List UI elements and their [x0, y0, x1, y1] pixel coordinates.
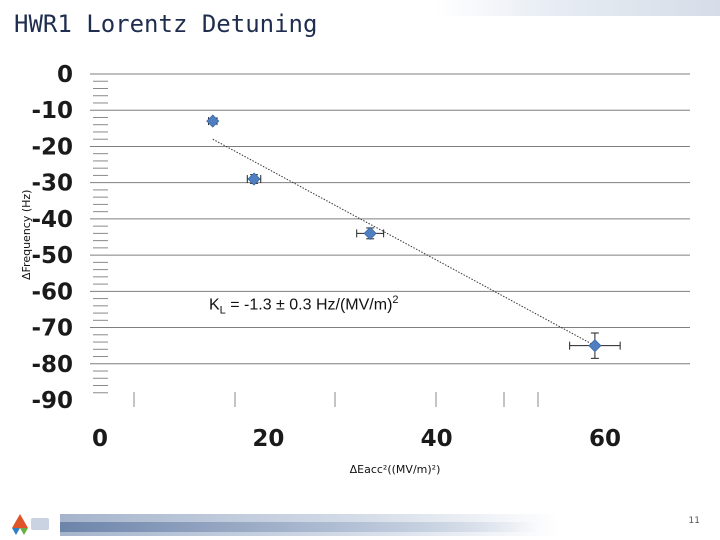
x-tick-label: 0 [92, 426, 108, 452]
trendline-segment [212, 138, 596, 347]
y-tick-labels: 0 -10 -20 -30 -40 -50 -60 -70 -80 -90 [31, 62, 73, 414]
data-points [206, 114, 621, 359]
lorentz-detuning-chart: 0 -10 -20 -30 -40 -50 -60 -70 -80 -90 0 20 40 60 ΔFr… [20, 62, 690, 476]
grid-lines [90, 73, 690, 365]
y-tick-label: -10 [31, 98, 73, 124]
kl-superscript: 2 [392, 294, 399, 306]
x-tick-label: 20 [252, 426, 284, 452]
footer-bar-accent [60, 522, 540, 532]
y-tick-label: -80 [31, 352, 73, 378]
data-point [206, 114, 220, 128]
x-axis-title: ΔEacc²((MV/m)²) [350, 463, 441, 476]
x-tick-label: 60 [589, 426, 621, 452]
corner-decoration [435, 0, 720, 16]
data-point [363, 226, 377, 240]
page-number: 11 [688, 516, 700, 526]
kl-text: = -1.3 ± 0.3 Hz/(MV/m) [225, 296, 393, 314]
y-tick-label: -40 [31, 207, 73, 233]
kl-subscript: L [219, 304, 226, 317]
slide-title: HWR1 Lorentz Detuning [14, 10, 318, 38]
y-tick-label: -70 [31, 316, 73, 342]
y-tick-label: -60 [31, 279, 73, 305]
x-tick-label: 40 [421, 426, 453, 452]
y-axis-title: ΔFrequency (Hz) [20, 190, 33, 280]
y-tick-label: -50 [31, 243, 73, 269]
minor-tick-marks [93, 80, 539, 407]
x-tick-labels: 0 20 40 60 [92, 426, 621, 452]
y-tick-label: -30 [31, 171, 73, 197]
logo-icon [12, 514, 49, 535]
kl-prefix: K [209, 296, 220, 314]
y-tick-label: 0 [57, 62, 73, 88]
kl-annotation: KL = -1.3 ± 0.3 Hz/(MV/m)2 [209, 294, 399, 317]
y-tick-label: -90 [31, 388, 73, 414]
data-point [588, 339, 602, 353]
trendline [212, 138, 596, 347]
data-point [247, 172, 261, 186]
y-tick-label: -20 [31, 134, 73, 160]
